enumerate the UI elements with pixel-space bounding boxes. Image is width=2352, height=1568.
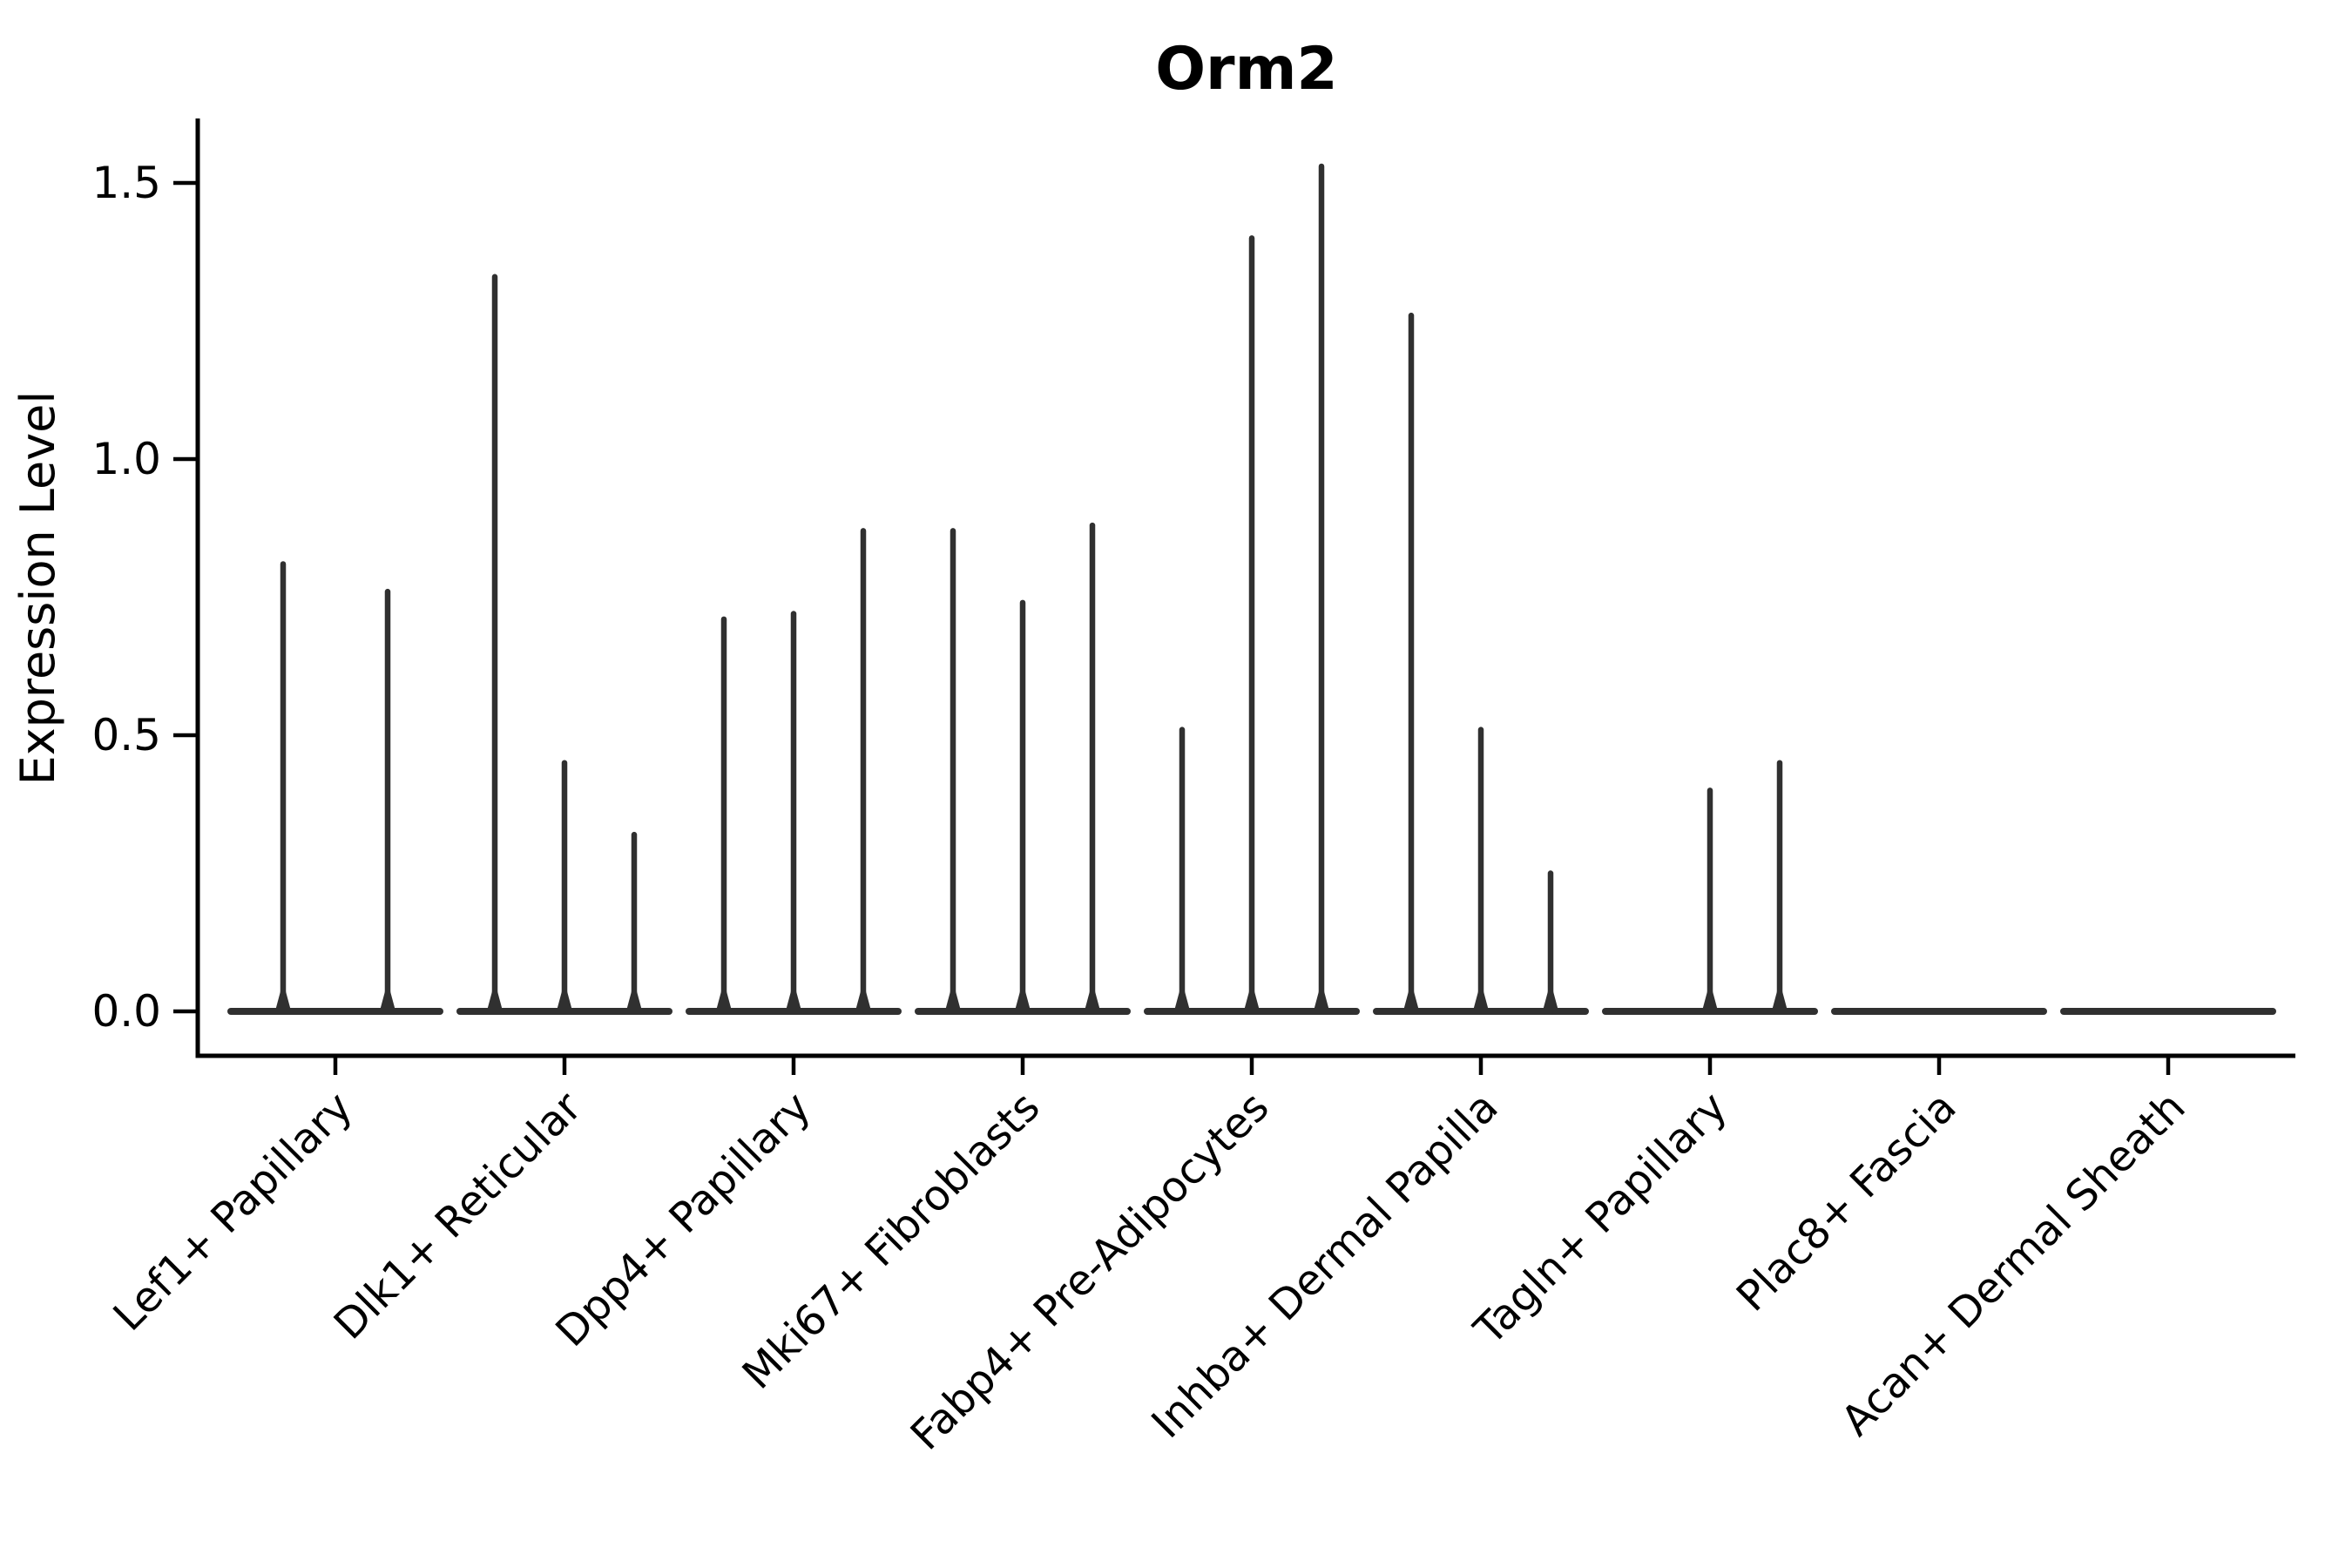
violin-group: [227, 561, 443, 1015]
violin-group: [456, 274, 672, 1015]
violin-group: [915, 522, 1131, 1015]
violin-group: [1144, 163, 1360, 1015]
x-tick-label: Dlk1+ Reticular: [325, 1083, 591, 1349]
violin-group: [686, 528, 902, 1015]
violin-group: [1602, 760, 1818, 1015]
y-axis-label: Expression Level: [10, 391, 65, 786]
axes: [195, 118, 2295, 1058]
y-tick-label: 1.5: [91, 158, 161, 208]
chart-title: Orm2: [1155, 35, 1338, 104]
x-tick-label: Lef1+ Papillary: [105, 1083, 362, 1341]
y-tick-label: 1.0: [91, 434, 161, 484]
x-tick-label: Tagln+ Papillary: [1464, 1083, 1736, 1355]
y-tick-label: 0.5: [91, 710, 161, 760]
x-tick-label: Dpp4+ Papillary: [546, 1083, 820, 1356]
x-tick-label: Plac8+ Fascia: [1727, 1083, 1966, 1321]
violin-group: [1373, 312, 1589, 1015]
y-tick-label: 0.0: [91, 986, 161, 1037]
violins: [227, 163, 2276, 1015]
y-tick-labels: 0.0 0.5 1.0 1.5: [91, 158, 198, 1037]
